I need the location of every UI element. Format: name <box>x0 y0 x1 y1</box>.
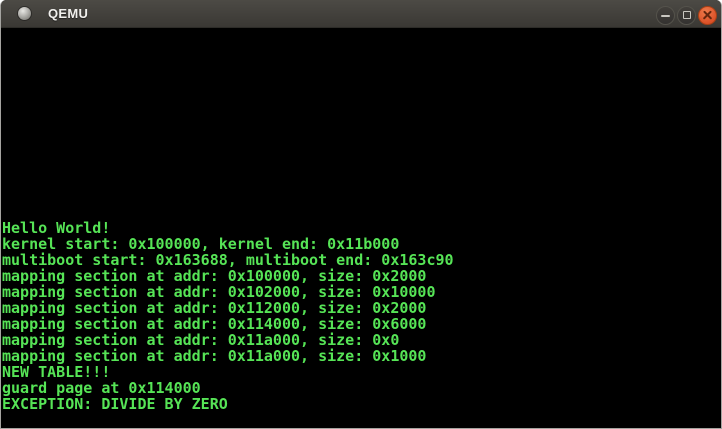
terminal-line: EXCEPTION: DIVIDE BY ZERO <box>2 395 228 413</box>
terminal-line: NEW TABLE!!! <box>2 363 111 381</box>
maximize-icon <box>682 11 691 19</box>
terminal-line: mapping section at addr: 0x112000, size:… <box>2 299 427 317</box>
minimize-icon <box>661 14 670 17</box>
qemu-app-icon <box>18 7 31 20</box>
terminal-line: Hello World! <box>2 219 111 237</box>
terminal-line: multiboot start: 0x163688, multiboot end… <box>2 251 454 269</box>
maximize-button[interactable] <box>677 5 696 25</box>
terminal-line: mapping section at addr: 0x11a000, size:… <box>2 331 400 349</box>
window-controls <box>656 3 717 25</box>
close-icon <box>702 10 713 21</box>
terminal-line: mapping section at addr: 0x114000, size:… <box>2 315 427 333</box>
terminal-line: guard page at 0x114000 <box>2 379 201 397</box>
terminal-line: mapping section at addr: 0x100000, size:… <box>2 267 427 285</box>
terminal-line: mapping section at addr: 0x11a000, size:… <box>2 347 427 365</box>
terminal-display[interactable]: Hello World! kernel start: 0x100000, kern… <box>1 28 721 428</box>
terminal-line: mapping section at addr: 0x102000, size:… <box>2 283 436 301</box>
minimize-button[interactable] <box>656 5 675 25</box>
terminal-line: kernel start: 0x100000, kernel end: 0x11… <box>2 235 400 253</box>
close-button[interactable] <box>698 5 717 25</box>
window-title: QEMU <box>48 6 89 21</box>
titlebar[interactable]: QEMU <box>1 0 721 28</box>
